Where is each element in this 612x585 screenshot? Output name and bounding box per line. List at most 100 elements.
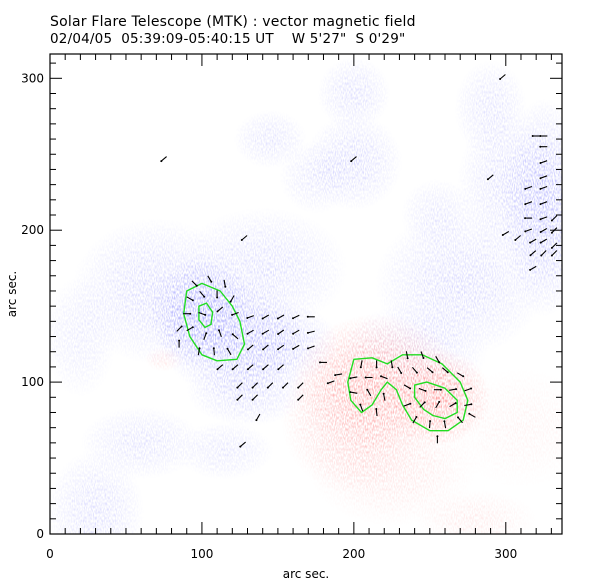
field-vector bbox=[531, 135, 540, 137]
field-vector bbox=[524, 201, 533, 206]
field-vector bbox=[359, 360, 363, 369]
field-vector bbox=[435, 400, 441, 409]
field-vector bbox=[326, 380, 335, 385]
field-vector bbox=[216, 364, 224, 371]
field-vector bbox=[433, 388, 442, 391]
field-vector bbox=[255, 413, 261, 422]
field-vector bbox=[375, 408, 378, 417]
field-vector bbox=[426, 367, 434, 374]
field-vector bbox=[282, 382, 289, 389]
field-vector bbox=[501, 231, 510, 236]
contour-layer bbox=[183, 282, 469, 432]
field-vector bbox=[464, 387, 473, 392]
positive-polarity-region bbox=[306, 404, 477, 527]
field-vector bbox=[411, 366, 418, 374]
field-vector bbox=[186, 296, 194, 302]
positive-polarity-region bbox=[448, 366, 562, 489]
field-vector bbox=[375, 360, 378, 369]
field-vector bbox=[306, 315, 315, 318]
field-vector bbox=[246, 329, 254, 335]
field-vector bbox=[468, 412, 476, 418]
plot-subtitle: 02/04/05 05:39:09-05:40:15 UT W 5'27" S … bbox=[50, 31, 406, 47]
negative-polarity-region bbox=[50, 450, 145, 534]
field-vector bbox=[539, 135, 548, 137]
y-tick-labels: 0 100 200 300 bbox=[21, 71, 44, 541]
field-vector bbox=[382, 392, 386, 401]
magnetogram-image bbox=[50, 54, 562, 534]
negative-polarity-region bbox=[454, 60, 528, 158]
field-vector bbox=[176, 325, 183, 332]
y-tick-label: 0 bbox=[36, 527, 44, 541]
field-vector bbox=[231, 311, 239, 316]
field-vector bbox=[428, 420, 432, 429]
field-vector bbox=[524, 217, 533, 220]
field-vector bbox=[524, 228, 533, 233]
field-vector bbox=[262, 344, 269, 351]
y-tick-label: 200 bbox=[21, 223, 44, 237]
field-vector bbox=[539, 201, 548, 206]
field-vector bbox=[441, 367, 449, 374]
field-vector bbox=[529, 238, 537, 244]
field-vector bbox=[199, 290, 206, 298]
field-vector bbox=[539, 145, 548, 148]
field-vector bbox=[216, 306, 224, 313]
x-tick-label: 300 bbox=[494, 547, 517, 561]
field-vector bbox=[456, 372, 465, 378]
field-vector bbox=[529, 265, 537, 271]
field-vector bbox=[251, 382, 258, 389]
field-vector bbox=[405, 351, 409, 360]
field-vector bbox=[419, 401, 426, 408]
field-vector bbox=[412, 416, 418, 424]
field-vector bbox=[292, 314, 300, 320]
field-vector bbox=[366, 388, 372, 397]
field-vector bbox=[539, 228, 548, 233]
field-vector bbox=[277, 329, 285, 335]
plot-frame bbox=[49, 53, 563, 535]
x-tick-label: 0 bbox=[46, 547, 54, 561]
field-vector bbox=[550, 215, 558, 222]
field-vector bbox=[539, 160, 548, 164]
field-vector bbox=[277, 364, 284, 371]
negative-polarity-region bbox=[177, 207, 348, 329]
field-vector bbox=[246, 315, 254, 319]
plot-title: Solar Flare Telescope (MTK) : vector mag… bbox=[50, 14, 416, 30]
negative-outer-contour bbox=[183, 282, 246, 362]
axis-ticks bbox=[49, 54, 562, 535]
field-vector bbox=[212, 347, 215, 356]
field-vector bbox=[203, 332, 208, 340]
field-vector bbox=[231, 364, 239, 371]
field-vector bbox=[292, 344, 300, 350]
x-tick-labels: 0 100 200 300 bbox=[46, 547, 517, 561]
field-vector bbox=[297, 382, 304, 389]
field-vector bbox=[486, 174, 494, 181]
field-vector bbox=[420, 351, 425, 359]
negative-polarity-region bbox=[317, 57, 391, 130]
field-vector bbox=[246, 344, 254, 351]
field-vector bbox=[397, 366, 403, 374]
field-vector bbox=[443, 420, 447, 429]
field-vector bbox=[197, 347, 201, 356]
field-vector bbox=[236, 382, 243, 389]
field-vector bbox=[464, 403, 473, 407]
field-vector bbox=[239, 441, 246, 448]
negative-inner-contour bbox=[198, 302, 214, 329]
field-vector bbox=[539, 175, 548, 180]
field-vector bbox=[380, 375, 388, 380]
field-vector bbox=[524, 185, 533, 190]
positive-polarity-region bbox=[414, 489, 537, 534]
field-vector bbox=[539, 238, 548, 244]
y-axis-title: arc sec. bbox=[5, 271, 19, 317]
field-vector bbox=[359, 403, 364, 412]
field-vector bbox=[435, 356, 441, 364]
field-vector bbox=[266, 382, 274, 389]
field-vector bbox=[349, 376, 358, 380]
field-vector bbox=[540, 250, 547, 257]
negative-polarity-region bbox=[186, 353, 309, 427]
field-vector bbox=[207, 275, 213, 283]
field-vector bbox=[229, 295, 235, 303]
y-tick-label: 300 bbox=[21, 71, 44, 85]
field-vector bbox=[261, 329, 270, 335]
field-vector bbox=[449, 402, 457, 408]
field-vector bbox=[418, 387, 427, 392]
